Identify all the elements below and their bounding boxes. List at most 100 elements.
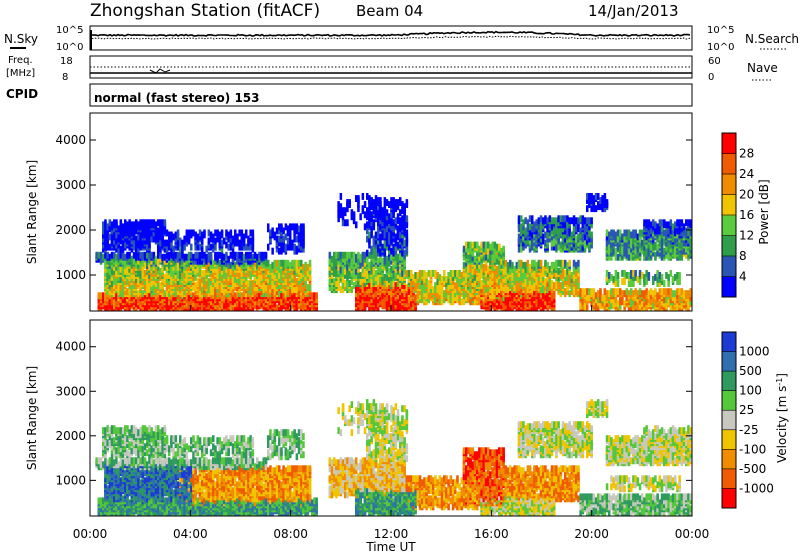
heatmap-cell [267, 223, 270, 230]
heatmap-cell [271, 272, 274, 279]
heatmap-cell [183, 236, 186, 243]
heatmap-cell [287, 260, 290, 267]
heatmap-cell [384, 232, 387, 239]
heatmap-cell [357, 252, 360, 259]
heatmap-cell [291, 260, 294, 267]
heatmap-cell [249, 230, 252, 237]
heatmap-cell [159, 268, 162, 275]
heatmap-cell [553, 217, 556, 224]
noise-right-tick-bottom: 10^0 [707, 42, 734, 53]
heatmap-cell [309, 260, 312, 267]
freq-tick-top: 18 [60, 56, 73, 67]
heatmap-cell [274, 260, 277, 267]
heatmap-cell [469, 298, 472, 305]
heatmap-cell [566, 228, 569, 235]
heatmap-cell [243, 254, 246, 261]
heatmap-cell [120, 246, 123, 253]
heatmap-cell [403, 240, 406, 247]
heatmap-cell [203, 252, 206, 259]
heatmap-cell [241, 244, 244, 251]
heatmap-cell [395, 272, 398, 279]
heatmap-cell [164, 274, 167, 281]
heatmap-cell [469, 272, 472, 279]
heatmap-cell [489, 254, 492, 261]
heatmap-cell [518, 276, 521, 283]
heatmap-cell [280, 223, 283, 230]
beam-label: Beam 04 [356, 2, 423, 20]
heatmap-cell [201, 232, 204, 239]
heatmap-cell [241, 252, 244, 259]
heatmap-cell [311, 292, 314, 299]
heatmap-cell [450, 270, 453, 277]
heatmap-cell [538, 217, 541, 224]
heatmap-cell [155, 221, 158, 228]
heatmap-cell [575, 217, 578, 224]
heatmap-cell [122, 290, 125, 297]
heatmap-cell [571, 272, 574, 279]
heatmap-cell [230, 268, 233, 275]
heatmap-cell [148, 252, 151, 259]
heatmap-cell [225, 242, 228, 249]
heatmap-cell [357, 195, 360, 202]
heatmap-cell [579, 228, 582, 235]
heatmap-cell [142, 290, 145, 297]
heatmap-cell [133, 221, 136, 228]
heatmap-cell [562, 272, 565, 279]
heatmap-cell [401, 207, 404, 214]
heatmap-cell [234, 262, 237, 269]
heatmap-cell [480, 242, 483, 249]
heatmap-cell [425, 272, 428, 279]
heatmap-cell [109, 219, 112, 226]
heatmap-cell [584, 217, 587, 224]
heatmap-cell [436, 286, 439, 293]
heatmap-cell [342, 219, 345, 226]
heatmap-cell [192, 230, 195, 237]
heatmap-cell [342, 207, 345, 214]
heatmap-cell [379, 266, 382, 273]
heatmap-cell [278, 223, 281, 230]
heatmap-cell [238, 278, 241, 285]
heatmap-cell [113, 252, 116, 259]
heatmap-cell [368, 276, 371, 283]
heatmap-cell [159, 230, 162, 237]
heatmap-cell [183, 254, 186, 261]
heatmap-cell [516, 262, 519, 269]
heatmap-cell [194, 232, 197, 239]
heatmap-cell [443, 270, 446, 277]
heatmap-cell [197, 252, 200, 259]
heatmap-cell [544, 278, 547, 285]
heatmap-cell [366, 294, 369, 301]
heatmap-cell [300, 223, 303, 230]
heatmap-cell [190, 230, 193, 237]
heatmap-cell [157, 252, 160, 259]
heatmap-cell [406, 284, 409, 291]
heatmap-cell [412, 274, 415, 281]
heatmap-cell [441, 290, 444, 297]
heatmap-cell [397, 213, 400, 220]
heatmap-cell [575, 262, 578, 269]
heatmap-cell [375, 248, 378, 255]
noise-right-tick-top: 10^5 [707, 25, 734, 36]
heatmap-cell [219, 260, 222, 267]
heatmap-cell [100, 292, 103, 299]
heatmap-cell [487, 266, 490, 273]
heatmap-cell [564, 288, 567, 295]
noise-right-label: N.Search [745, 32, 799, 49]
heatmap-cell [179, 252, 182, 259]
heatmap-cell [344, 207, 347, 214]
heatmap-cell [340, 252, 343, 259]
heatmap-cell [564, 260, 567, 267]
heatmap-cell [355, 268, 358, 275]
heatmap-cell [274, 288, 277, 295]
heatmap-cell [392, 244, 395, 251]
heatmap-cell [249, 280, 252, 287]
heatmap-cell [122, 223, 125, 230]
heatmap-cell [520, 223, 523, 230]
heatmap-cell [150, 236, 153, 243]
heatmap-cell [573, 260, 576, 267]
heatmap-cell [397, 254, 400, 261]
heatmap-cell [157, 244, 160, 251]
heatmap-cell [579, 215, 582, 222]
heatmap-cell [518, 234, 521, 241]
